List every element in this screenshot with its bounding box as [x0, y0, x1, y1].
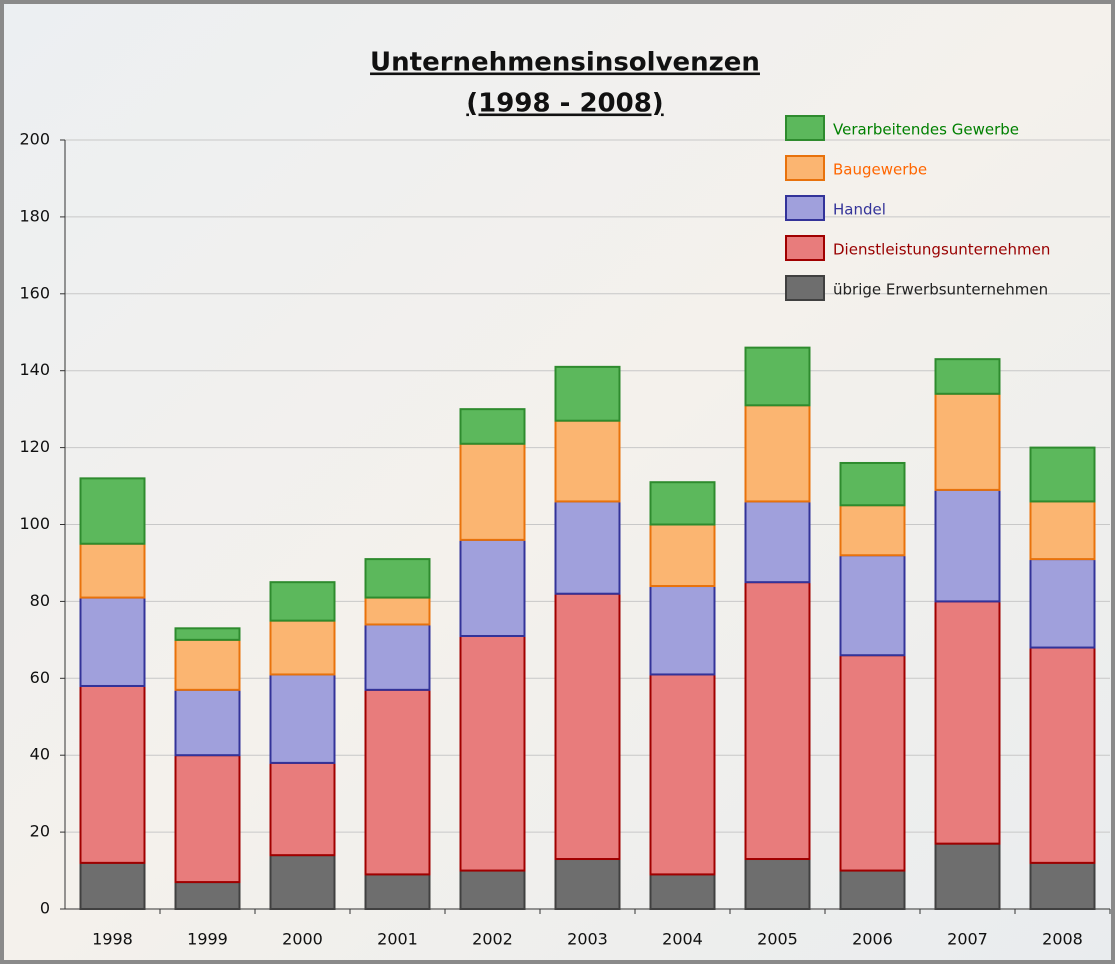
- bar-segment: [746, 859, 810, 909]
- bar-segment: [271, 621, 335, 675]
- bar-segment: [176, 690, 240, 755]
- bar-segment: [176, 882, 240, 909]
- legend-label: Baugewerbe: [833, 161, 927, 179]
- bar-segment: [176, 628, 240, 640]
- bar-segment: [556, 501, 620, 593]
- legend-label: Handel: [833, 201, 886, 219]
- bar-segment: [841, 871, 905, 909]
- bar-segment: [651, 674, 715, 874]
- bar-segment: [841, 655, 905, 870]
- bar-segment: [651, 874, 715, 909]
- x-tick-label: 1999: [187, 930, 228, 949]
- bar-segment: [936, 394, 1000, 490]
- y-tick-label: 80: [30, 591, 50, 610]
- x-tick-label: 2008: [1042, 930, 1083, 949]
- bar-segment: [461, 636, 525, 871]
- bar-segment: [556, 367, 620, 421]
- legend-label: Dienstleistungsunternehmen: [833, 241, 1050, 259]
- y-tick-label: 60: [30, 668, 50, 687]
- bar-segment: [366, 690, 430, 875]
- bar-segment: [841, 505, 905, 555]
- bar-segment: [936, 601, 1000, 843]
- bar-segment: [1031, 501, 1095, 559]
- legend-swatch: [786, 236, 824, 260]
- bar-segment: [1031, 448, 1095, 502]
- bar-segment: [271, 855, 335, 909]
- legend-label: übrige Erwerbsunternehmen: [833, 281, 1048, 299]
- bar-segment: [841, 463, 905, 505]
- y-tick-label: 120: [19, 437, 50, 456]
- y-tick-label: 160: [19, 283, 50, 302]
- y-tick-label: 140: [19, 360, 50, 379]
- bar-segment: [841, 555, 905, 655]
- bar-segment: [461, 540, 525, 636]
- chart-title: (1998 - 2008): [466, 89, 663, 119]
- bar-segment: [366, 624, 430, 689]
- bar-segment: [556, 859, 620, 909]
- bar-segment: [936, 490, 1000, 602]
- bar-segment: [81, 478, 145, 543]
- bar-segment: [651, 586, 715, 674]
- legend-swatch: [786, 156, 824, 180]
- bar-segment: [271, 763, 335, 855]
- bar-segment: [366, 598, 430, 625]
- chart: Unternehmensinsolvenzen (1998 - 2008) 0 2…: [0, 0, 1115, 964]
- bar-segment: [461, 409, 525, 444]
- x-tick-label: 2007: [947, 930, 988, 949]
- bar-segment: [1031, 648, 1095, 863]
- y-tick-label: 0: [40, 899, 50, 918]
- chart-title: Unternehmensinsolvenzen: [370, 48, 760, 78]
- bar-segment: [556, 421, 620, 502]
- bar-segment: [81, 863, 145, 909]
- bar-segment: [1031, 559, 1095, 647]
- bar-segment: [746, 582, 810, 859]
- bar-segment: [176, 640, 240, 690]
- bar-segment: [176, 755, 240, 882]
- bar-segment: [936, 844, 1000, 909]
- bar-segment: [1031, 863, 1095, 909]
- bar-segment: [366, 559, 430, 597]
- x-tick-label: 2000: [282, 930, 323, 949]
- bar-segment: [651, 525, 715, 587]
- x-tick-label: 2005: [757, 930, 798, 949]
- bar-segment: [746, 405, 810, 501]
- x-tick-label: 2004: [662, 930, 703, 949]
- legend-swatch: [786, 116, 824, 140]
- bar-segment: [81, 598, 145, 686]
- bar-segment: [81, 686, 145, 863]
- bar-segment: [746, 348, 810, 406]
- bar-segment: [461, 444, 525, 540]
- bar-segment: [271, 674, 335, 762]
- x-tick-label: 2001: [377, 930, 418, 949]
- legend-swatch: [786, 276, 824, 300]
- x-tick-label: 2002: [472, 930, 513, 949]
- legend-label: Verarbeitendes Gewerbe: [833, 121, 1019, 139]
- bar-segment: [81, 544, 145, 598]
- x-tick-label: 2006: [852, 930, 893, 949]
- bar-segment: [461, 871, 525, 909]
- bar-segment: [366, 874, 430, 909]
- bar-segment: [556, 594, 620, 859]
- y-tick-label: 100: [19, 514, 50, 533]
- y-tick-label: 200: [19, 130, 50, 149]
- bar-segment: [936, 359, 1000, 394]
- bar-segment: [651, 482, 715, 524]
- x-tick-label: 2003: [567, 930, 608, 949]
- y-tick-label: 20: [30, 822, 50, 841]
- bar-segment: [271, 582, 335, 620]
- legend-swatch: [786, 196, 824, 220]
- bar-segment: [746, 501, 810, 582]
- x-tick-label: 1998: [92, 930, 133, 949]
- y-tick-label: 40: [30, 745, 50, 764]
- y-tick-label: 180: [19, 206, 50, 225]
